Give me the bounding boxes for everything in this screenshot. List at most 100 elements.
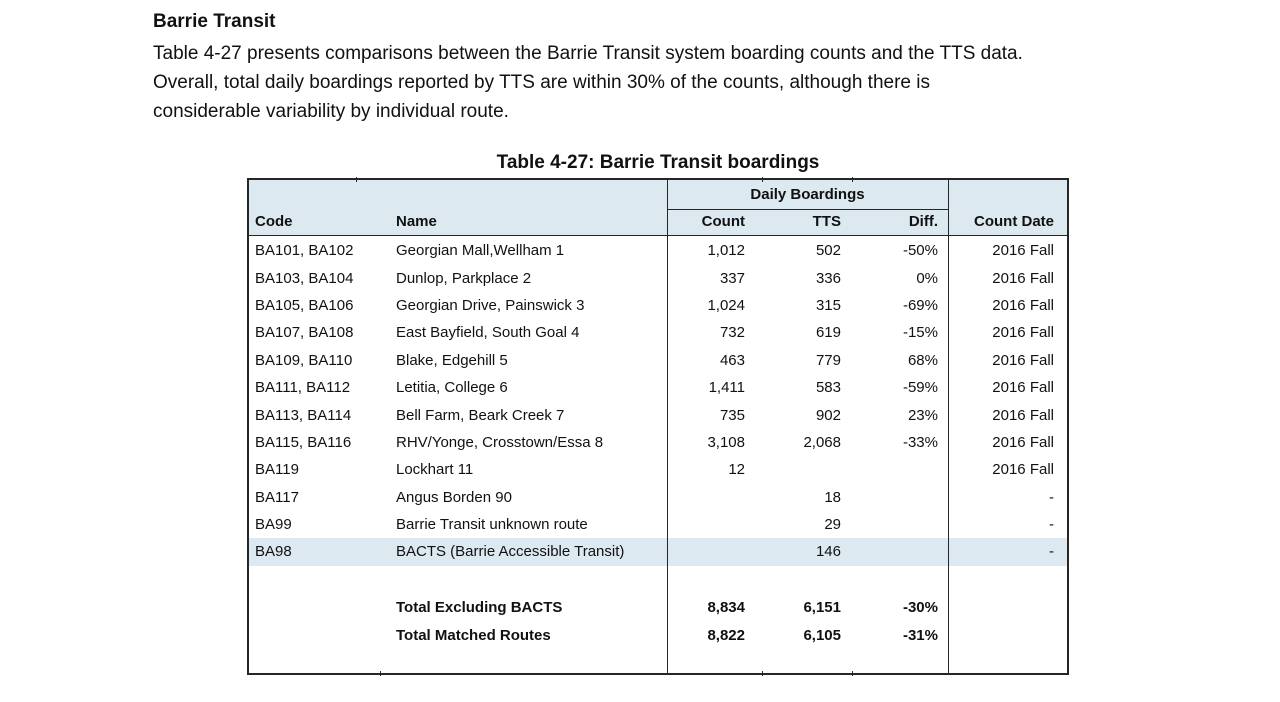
cell-date: 2016 Fall <box>992 324 1054 342</box>
cell-tts: 502 <box>815 242 841 260</box>
section-heading: Barrie Transit <box>153 11 276 32</box>
cell-date <box>948 594 1067 622</box>
cell-tts <box>757 456 853 483</box>
total-row: Total Matched Routes 8,822 6,105 -31% <box>249 622 1067 650</box>
cell-name: BACTS (Barrie Accessible Transit) <box>396 543 625 561</box>
gridline-tick <box>852 177 853 182</box>
cell-date: - <box>1049 488 1054 506</box>
cell-count: 3,108 <box>707 433 745 451</box>
cell-code: BA101, BA102 <box>255 242 354 260</box>
cell-date: 2016 Fall <box>992 269 1054 287</box>
cell-code: BA119 <box>255 461 299 479</box>
cell-name: Angus Borden 90 <box>396 488 512 506</box>
cell-code: BA115, BA116 <box>255 433 352 451</box>
column-header-name: Name <box>396 213 437 230</box>
table-row: BA115, BA116 RHV/Yonge, Crosstown/Essa 8 3… <box>249 429 1067 456</box>
cell-date: 2016 Fall <box>992 461 1054 479</box>
cell-count: 8,834 <box>707 599 745 617</box>
cell-diff: 0% <box>916 269 938 287</box>
column-header-diff: Diff. <box>908 213 938 230</box>
cell-tts: 315 <box>815 296 841 314</box>
cell-code: BA111, BA112 <box>255 379 351 397</box>
cell-code: BA103, BA104 <box>255 269 354 287</box>
column-header-count: Count <box>701 213 745 230</box>
paragraph-line: Table 4-27 presents comparisons between … <box>153 43 1023 64</box>
cell-count: 732 <box>719 324 745 342</box>
cell-code: BA98 <box>255 543 292 561</box>
cell-tts: 18 <box>824 488 841 506</box>
gridline-tick <box>762 671 763 676</box>
table-row: BA98 BACTS (Barrie Accessible Transit) 146… <box>249 538 1067 566</box>
paragraph-line: considerable variability by individual r… <box>153 101 509 122</box>
cell-code: BA113, BA114 <box>255 406 352 424</box>
cell-diff: -50% <box>902 242 938 260</box>
cell-code: BA99 <box>255 516 292 534</box>
cell-count: 12 <box>728 461 745 479</box>
cell-diff: -31% <box>902 626 938 644</box>
column-header-tts: TTS <box>812 213 841 230</box>
cell-tts: 583 <box>815 379 841 397</box>
table-row: BA117 Angus Borden 90 18 - <box>249 484 1067 511</box>
cell-tts: 2,068 <box>803 433 841 451</box>
cell-count: 8,822 <box>707 626 745 644</box>
table-row: BA113, BA114 Bell Farm, Beark Creek 7 735 9… <box>249 401 1067 428</box>
cell-diff <box>853 511 948 538</box>
cell-tts: 619 <box>815 324 841 342</box>
cell-tts: 6,151 <box>803 599 841 617</box>
cell-tts: 336 <box>815 269 841 287</box>
cell-tts: 779 <box>815 351 841 369</box>
cell-date: - <box>1049 543 1054 561</box>
cell-name: RHV/Yonge, Crosstown/Essa 8 <box>396 433 604 451</box>
cell-code <box>249 622 392 650</box>
total-row: Total Excluding BACTS 8,834 6,151 -30% <box>249 594 1067 622</box>
intro-paragraph: Table 4-27 presents comparisons between … <box>153 39 1023 126</box>
cell-code: BA107, BA108 <box>255 324 354 342</box>
table-row: BA107, BA108 East Bayfield, South Goal 4 7… <box>249 319 1067 346</box>
cell-tts: 6,105 <box>803 626 841 644</box>
cell-tts: 902 <box>815 406 841 424</box>
cell-count <box>667 484 757 511</box>
cell-date: 2016 Fall <box>992 242 1054 260</box>
column-header-count-date: Count Date <box>974 213 1054 230</box>
cell-date <box>948 622 1067 650</box>
cell-diff: -15% <box>902 324 938 342</box>
cell-code <box>249 594 392 622</box>
cell-diff: -33% <box>902 433 938 451</box>
cell-name: Georgian Drive, Painswick 3 <box>396 296 585 314</box>
table-row: BA101, BA102 Georgian Mall,Wellham 1 1,012… <box>249 237 1067 264</box>
cell-name: Total Matched Routes <box>396 626 551 644</box>
cell-diff <box>853 538 948 565</box>
gridline-tick <box>356 177 357 182</box>
table-row: BA119 Lockhart 11 12 2016 Fall <box>249 456 1067 483</box>
gridline-tick <box>762 177 763 182</box>
cell-diff <box>853 484 948 511</box>
table-row: BA103, BA104 Dunlop, Parkplace 2 337 336 0% 2… <box>249 264 1067 291</box>
cell-name: Blake, Edgehill 5 <box>396 351 508 369</box>
cell-name: Total Excluding BACTS <box>396 599 563 617</box>
group-header-daily-boardings: Daily Boardings <box>667 180 948 210</box>
cell-count: 1,024 <box>707 296 745 314</box>
cell-date: 2016 Fall <box>992 296 1054 314</box>
table-row: BA105, BA106 Georgian Drive, Painswick 3 1… <box>249 292 1067 319</box>
cell-code: BA117 <box>255 488 299 506</box>
cell-date: 2016 Fall <box>992 351 1054 369</box>
cell-code: BA105, BA106 <box>255 296 354 314</box>
table-row: BA109, BA110 Blake, Edgehill 5 463 779 68% 20… <box>249 347 1067 374</box>
table-row: BA99 Barrie Transit unknown route 29 - <box>249 511 1067 538</box>
cell-name: Dunlop, Parkplace 2 <box>396 269 532 287</box>
cell-name: Georgian Mall,Wellham 1 <box>396 242 565 260</box>
cell-count: 463 <box>719 351 745 369</box>
cell-diff <box>853 456 948 483</box>
paragraph-line: Overall, total daily boardings reported … <box>153 72 930 93</box>
table-header: Daily Boardings Code Name Count TTS Diff… <box>249 180 1067 236</box>
cell-date: 2016 Fall <box>992 406 1054 424</box>
cell-tts: 29 <box>824 516 841 534</box>
column-header-code: Code <box>255 213 293 230</box>
cell-count: 1,411 <box>708 379 745 397</box>
cell-diff: -30% <box>902 599 938 617</box>
table-row: BA111, BA112 Letitia, College 6 1,411 583 -5… <box>249 374 1067 401</box>
cell-count: 337 <box>719 269 745 287</box>
cell-diff: -69% <box>902 296 938 314</box>
gridline-tick <box>380 671 381 676</box>
